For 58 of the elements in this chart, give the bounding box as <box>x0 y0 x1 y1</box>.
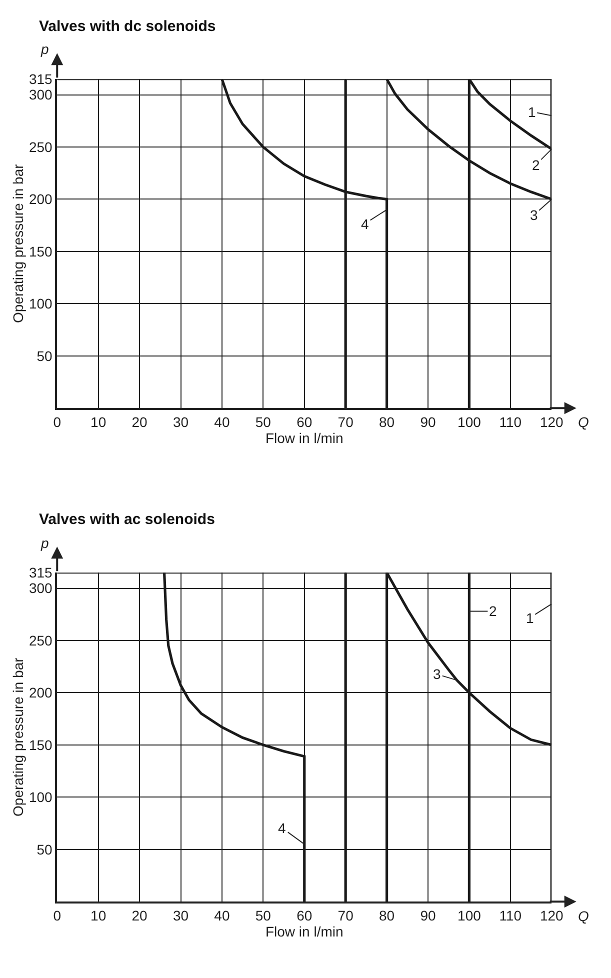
x-tick-label: 100 <box>458 414 482 430</box>
x-tick-label: 90 <box>420 414 436 430</box>
x-tick-label: 80 <box>379 907 395 924</box>
text: p <box>40 41 49 57</box>
annotation: 1 <box>526 610 534 626</box>
annotation: 1 <box>528 104 536 120</box>
y-tick-label: 50 <box>36 841 53 858</box>
x-tick-label: 30 <box>172 907 189 924</box>
chart-title: Valves with ac solenoids <box>39 511 215 528</box>
x-tick-label: 30 <box>172 414 189 430</box>
x-tick-label: 110 <box>499 907 522 924</box>
annotation: 3 <box>530 207 538 223</box>
x-tick-label: 70 <box>338 907 354 924</box>
x-tick-label: 120 <box>540 414 564 430</box>
y-tick-label: 200 <box>28 684 53 701</box>
x-tick-label: 0 <box>53 414 62 430</box>
annotation: 3 <box>433 666 441 682</box>
x-tick-label: 80 <box>379 414 395 430</box>
x-tick-label: 50 <box>255 907 272 924</box>
y-tick-label: 150 <box>28 243 53 260</box>
y-axis-title: Operating pressure in bar <box>10 657 26 816</box>
annotation: 4 <box>361 216 369 232</box>
x-tick-label: 0 <box>53 907 62 924</box>
x-axis-title: Flow in l/min <box>265 430 344 446</box>
y-tick-label: 50 <box>36 348 53 364</box>
y-tick-label: 200 <box>28 191 53 208</box>
y-tick-label: 250 <box>28 632 53 648</box>
chart-title: Valves with dc solenoids <box>39 18 216 35</box>
x-tick-label: 40 <box>214 414 230 430</box>
x-tick-label: 110 <box>499 414 522 430</box>
text: Q <box>578 908 589 924</box>
y-tick-label: 300 <box>28 580 53 596</box>
y-tick-label: 100 <box>28 789 53 806</box>
x-tick-label: 10 <box>90 414 106 430</box>
x-tick-label: 90 <box>420 907 436 924</box>
text: p <box>40 535 49 551</box>
x-tick-label: 120 <box>540 907 564 924</box>
y-tick-label: 300 <box>28 86 53 103</box>
y-tick-label: 315 <box>28 564 53 580</box>
x-tick-label: 10 <box>90 907 106 924</box>
annotation: 2 <box>532 157 540 173</box>
x-axis-title: Flow in l/min <box>265 923 344 940</box>
x-tick-label: 20 <box>132 907 148 924</box>
x-tick-label: 100 <box>458 907 482 924</box>
x-tick-label: 20 <box>132 414 148 430</box>
y-tick-label: 250 <box>28 138 53 155</box>
y-axis-title: Operating pressure in bar <box>10 164 26 323</box>
y-tick-label: 150 <box>28 736 53 753</box>
x-tick-label: 40 <box>214 907 230 924</box>
x-tick-label: 60 <box>296 414 312 430</box>
x-tick-label: 50 <box>255 414 272 430</box>
text: Q <box>578 414 589 430</box>
x-tick-label: 60 <box>296 907 312 924</box>
y-tick-label: 100 <box>28 296 53 312</box>
annotation: 2 <box>489 603 497 619</box>
annotation: 4 <box>278 820 286 836</box>
x-tick-label: 70 <box>338 414 354 430</box>
y-tick-label: 315 <box>28 71 53 87</box>
